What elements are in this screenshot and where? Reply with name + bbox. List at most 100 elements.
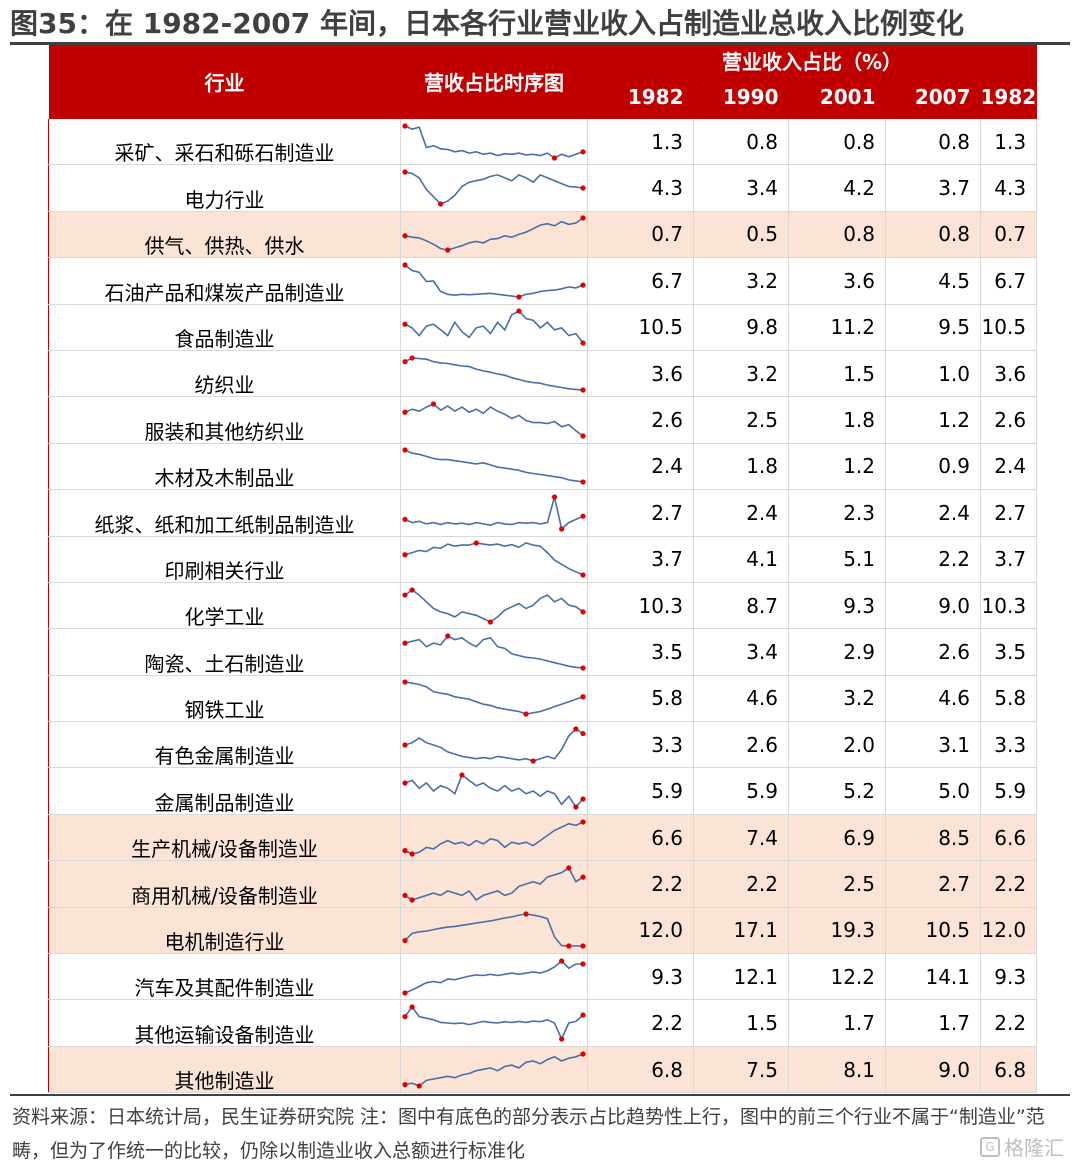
sparkline-chart bbox=[402, 401, 586, 439]
value-cell: 6.8 bbox=[980, 1046, 1038, 1094]
value-cell: 2.0 bbox=[788, 721, 886, 769]
sparkline-series bbox=[404, 264, 584, 298]
value-cell: 2.2 bbox=[885, 536, 981, 583]
value-cell: 2.2 bbox=[693, 860, 789, 908]
value-cell: 0.8 bbox=[885, 211, 981, 259]
sparkline-series bbox=[404, 496, 584, 531]
table-row: 石油产品和煤炭产品制造业 6.7 3.2 3.6 4.5 6.7 bbox=[48, 257, 1038, 305]
value-cell: 1.3 bbox=[980, 119, 1038, 166]
value-cell: 3.2 bbox=[693, 257, 789, 305]
industry-name: 其他制造业 bbox=[48, 1046, 401, 1094]
sparkline-marker bbox=[445, 633, 451, 639]
sparkline-marker bbox=[402, 990, 408, 996]
table-row: 其他制造业 6.8 7.5 8.1 9.0 6.8 bbox=[48, 1046, 1038, 1094]
industry-name: 食品制造业 bbox=[48, 304, 401, 351]
value-cell: 3.7 bbox=[587, 536, 694, 583]
value-cell: 2.2 bbox=[980, 860, 1038, 908]
value-cell: 0.7 bbox=[587, 211, 694, 259]
watermark-text: 格隆汇 bbox=[1004, 1136, 1064, 1160]
value-cell: 4.3 bbox=[587, 164, 694, 212]
sparkline-marker bbox=[580, 943, 586, 949]
value-cell: 5.1 bbox=[788, 536, 886, 583]
sparkline-series bbox=[404, 773, 584, 809]
sparkline-marker bbox=[580, 818, 586, 825]
sparkline-chart bbox=[402, 772, 586, 810]
sparkline-chart bbox=[402, 540, 586, 578]
value-cell: 0.8 bbox=[885, 119, 981, 166]
value-cell: 9.3 bbox=[587, 953, 694, 1001]
sparkline-cell bbox=[400, 536, 588, 583]
value-cell: 3.6 bbox=[587, 350, 694, 398]
sparkline-marker bbox=[402, 592, 408, 598]
value-cell: 6.6 bbox=[980, 814, 1038, 862]
sparkline-chart bbox=[402, 726, 586, 764]
industry-name: 金属制品制造业 bbox=[48, 767, 401, 815]
sparkline-series bbox=[404, 310, 584, 344]
value-cell: 8.7 bbox=[693, 582, 789, 630]
sparkline-series bbox=[404, 866, 584, 902]
sparkline-marker bbox=[459, 772, 465, 778]
value-cell: 9.5 bbox=[885, 304, 981, 351]
table-row: 印刷相关行业 3.7 4.1 5.1 2.2 3.7 bbox=[48, 536, 1038, 583]
table-row: 木材及木制品业 2.4 1.8 1.2 0.9 2.4 bbox=[48, 443, 1038, 491]
value-cell: 0.7 bbox=[980, 211, 1038, 259]
sparkline-marker bbox=[402, 780, 408, 786]
figure-title: 图35：在 1982-2007 年间，日本各行业营业收入占制造业总收入比例变化 bbox=[10, 7, 964, 40]
header-year: 1982 bbox=[587, 75, 694, 119]
sparkline-marker bbox=[402, 640, 408, 646]
industry-table: 行业 营收占比时序图 营业收入占比（%） 1982 1990 2001 2007… bbox=[48, 45, 1038, 1094]
sparkline-chart bbox=[402, 262, 586, 300]
table-row: 其他运输设备制造业 2.2 1.5 1.7 1.7 2.2 bbox=[48, 999, 1038, 1047]
sparkline-marker bbox=[580, 874, 586, 880]
sparkline-marker bbox=[402, 847, 408, 853]
header-year: 2001 bbox=[788, 75, 886, 119]
table-row: 电机制造行业 12.0 17.1 19.3 10.5 12.0 bbox=[48, 907, 1038, 955]
value-cell: 6.6 bbox=[587, 814, 694, 862]
value-cell: 2.2 bbox=[587, 860, 694, 908]
industry-name: 服装和其他纺织业 bbox=[48, 396, 401, 444]
sparkline-cell bbox=[400, 999, 588, 1047]
sparkline-marker bbox=[416, 1082, 422, 1089]
sparkline-marker bbox=[402, 679, 408, 685]
sparkline-cell bbox=[400, 164, 588, 212]
sparkline-marker bbox=[559, 526, 565, 532]
industry-name: 生产机械/设备制造业 bbox=[48, 814, 401, 862]
table-row: 陶瓷、土石制造业 3.5 3.4 2.9 2.6 3.5 bbox=[48, 628, 1038, 676]
header-year: 2007 bbox=[885, 75, 981, 119]
value-cell: 2.7 bbox=[885, 860, 981, 908]
source-note: 资料来源：日本统计局，民生证券研究院 注：图中有底色的部分表示占比趋势性上行，图… bbox=[12, 1106, 1045, 1162]
sparkline-marker bbox=[445, 247, 451, 254]
table-row: 化学工业 10.3 8.7 9.3 9.0 10.3 bbox=[48, 582, 1038, 630]
value-cell: 10.5 bbox=[587, 304, 694, 351]
sparkline-marker bbox=[438, 201, 444, 207]
sparkline-marker bbox=[580, 148, 586, 155]
sparkline-marker bbox=[566, 943, 572, 949]
sparkline-series bbox=[404, 588, 584, 623]
value-cell: 11.2 bbox=[788, 304, 886, 351]
value-cell: 2.6 bbox=[587, 396, 694, 444]
sparkline-marker bbox=[402, 938, 408, 944]
sparkline-cell bbox=[400, 814, 588, 862]
value-cell: 7.5 bbox=[693, 1046, 789, 1094]
sparkline-marker bbox=[580, 479, 586, 486]
value-cell: 6.9 bbox=[788, 814, 886, 862]
value-cell: 2.4 bbox=[980, 443, 1038, 491]
sparkline-series bbox=[404, 1052, 584, 1087]
sparkline-marker bbox=[580, 694, 586, 700]
value-cell: 1.8 bbox=[693, 443, 789, 491]
sparkline-cell bbox=[400, 350, 588, 398]
value-cell: 2.2 bbox=[587, 999, 694, 1047]
header-year: 1990 bbox=[693, 75, 789, 119]
table-row: 汽车及其配件制造业 9.3 12.1 12.2 14.1 9.3 bbox=[48, 953, 1038, 1001]
value-cell: 10.5 bbox=[885, 907, 981, 955]
value-cell: 4.6 bbox=[693, 675, 789, 723]
value-cell: 3.4 bbox=[693, 628, 789, 676]
sparkline-marker bbox=[409, 850, 415, 857]
sparkline-chart bbox=[402, 355, 586, 393]
sparkline-marker bbox=[580, 608, 586, 615]
industry-name: 纸浆、纸和加工纸制品制造业 bbox=[48, 489, 401, 537]
sparkline-cell bbox=[400, 211, 588, 259]
sparkline-cell bbox=[400, 953, 588, 1001]
industry-name: 采矿、采石和砾石制造业 bbox=[48, 119, 401, 166]
sparkline-marker bbox=[580, 796, 586, 802]
